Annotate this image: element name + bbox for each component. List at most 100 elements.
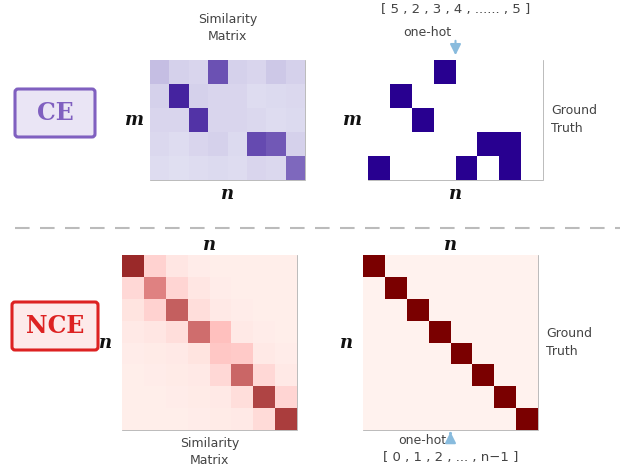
Bar — [227, 108, 247, 132]
Bar — [144, 386, 166, 408]
Bar — [477, 84, 499, 108]
Bar — [516, 277, 538, 299]
Bar — [516, 321, 538, 342]
Bar — [412, 60, 434, 84]
Bar — [253, 342, 275, 364]
Text: m: m — [342, 111, 362, 129]
Bar — [434, 156, 456, 180]
Bar — [170, 84, 189, 108]
Bar — [285, 108, 305, 132]
Bar — [363, 299, 385, 321]
Bar — [363, 255, 538, 430]
Bar — [247, 84, 266, 108]
Bar — [385, 386, 407, 408]
Bar — [253, 321, 275, 342]
Bar — [472, 408, 494, 430]
Bar — [275, 255, 297, 277]
Bar — [166, 321, 188, 342]
Bar — [494, 277, 516, 299]
Bar — [456, 84, 477, 108]
Bar — [412, 108, 434, 132]
Bar — [477, 132, 499, 156]
Bar — [275, 342, 297, 364]
Bar — [208, 108, 227, 132]
Bar — [189, 108, 208, 132]
Bar — [170, 60, 189, 84]
Bar — [494, 321, 516, 342]
Bar — [499, 156, 521, 180]
Bar — [407, 299, 429, 321]
Text: [ 0 , 1 , 2 , ... , n−1 ]: [ 0 , 1 , 2 , ... , n−1 ] — [383, 452, 518, 465]
Bar — [227, 84, 247, 108]
Bar — [451, 342, 472, 364]
Bar — [363, 321, 385, 342]
Bar — [144, 408, 166, 430]
Bar — [477, 108, 499, 132]
Bar — [516, 299, 538, 321]
Bar — [253, 277, 275, 299]
Bar — [429, 255, 451, 277]
Bar — [407, 342, 429, 364]
Bar — [209, 255, 232, 277]
Text: Similarity
Matrix: Similarity Matrix — [180, 437, 239, 467]
Bar — [363, 408, 385, 430]
Text: n: n — [340, 333, 353, 352]
Bar — [150, 60, 170, 84]
Bar — [232, 277, 253, 299]
Bar — [472, 342, 494, 364]
Bar — [189, 156, 208, 180]
Bar — [122, 321, 144, 342]
Bar — [472, 277, 494, 299]
Bar — [188, 277, 209, 299]
Bar — [188, 321, 209, 342]
Bar — [166, 408, 188, 430]
Bar — [166, 386, 188, 408]
Bar — [477, 156, 499, 180]
Bar — [385, 299, 407, 321]
Bar — [363, 255, 385, 277]
Bar — [209, 408, 232, 430]
Bar — [170, 156, 189, 180]
Bar — [385, 342, 407, 364]
Bar — [434, 108, 456, 132]
Bar — [451, 386, 472, 408]
Bar — [521, 108, 543, 132]
Bar — [209, 386, 232, 408]
Text: n: n — [221, 185, 234, 203]
Bar — [516, 342, 538, 364]
Bar — [266, 132, 285, 156]
Bar — [122, 364, 144, 386]
Bar — [412, 156, 434, 180]
Bar — [407, 386, 429, 408]
Bar — [188, 299, 209, 321]
Bar — [516, 408, 538, 430]
Bar — [209, 277, 232, 299]
Bar — [390, 108, 412, 132]
Bar — [275, 321, 297, 342]
Bar — [521, 156, 543, 180]
Bar — [122, 408, 144, 430]
Bar — [209, 364, 232, 386]
Bar — [208, 84, 227, 108]
Bar — [266, 108, 285, 132]
Bar — [451, 364, 472, 386]
Bar — [390, 156, 412, 180]
Bar — [494, 386, 516, 408]
Bar — [209, 321, 232, 342]
Bar — [166, 364, 188, 386]
Bar — [166, 255, 188, 277]
Bar — [434, 60, 456, 84]
Bar — [188, 386, 209, 408]
Bar — [232, 321, 253, 342]
Bar — [285, 84, 305, 108]
Bar — [266, 60, 285, 84]
Bar — [494, 408, 516, 430]
Bar — [232, 342, 253, 364]
Text: n: n — [99, 333, 113, 352]
Bar — [363, 364, 385, 386]
Text: n: n — [449, 185, 462, 203]
Bar — [275, 277, 297, 299]
Bar — [516, 386, 538, 408]
Bar — [144, 364, 166, 386]
Bar — [188, 255, 209, 277]
